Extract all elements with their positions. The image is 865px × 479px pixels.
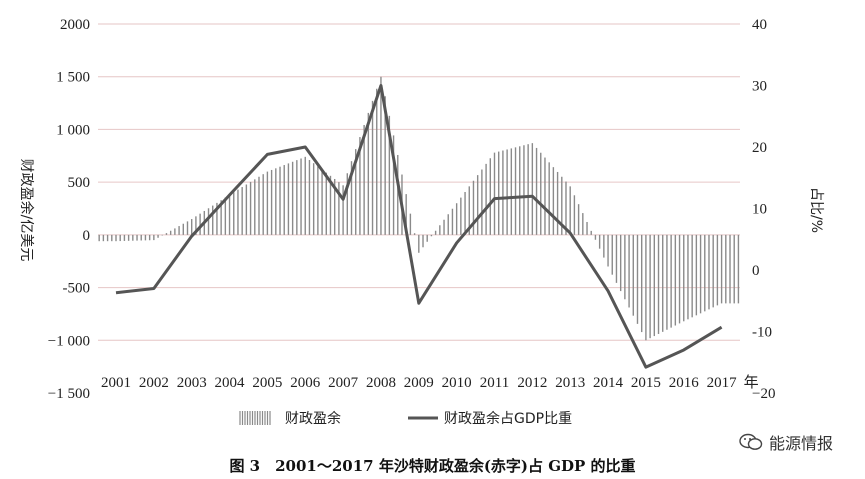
left-tick-label: -500: [63, 281, 91, 297]
bar-2016: [666, 234, 702, 330]
watermark-text: 能源情报: [768, 434, 833, 453]
legend-bar-swatch: [239, 411, 271, 425]
x-tick-label: 2009: [404, 375, 434, 391]
right-tick-label: 30: [752, 79, 767, 95]
x-tick-label: 2007: [328, 375, 359, 391]
left-axis-label: 财政盈余/亿美元: [18, 159, 35, 262]
right-tick-label: 40: [752, 17, 767, 33]
bar-2014: [590, 230, 626, 300]
bar-2006: [287, 156, 323, 235]
right-axis-label: 占比/%: [808, 187, 824, 233]
right-tick-label: 10: [752, 202, 767, 218]
x-tick-label: 2012: [517, 375, 547, 391]
wechat-icon: [739, 433, 763, 450]
line-path: [115, 84, 723, 369]
bar-series: [98, 76, 740, 341]
bar-2012: [514, 143, 550, 235]
x-tick-label: 2008: [366, 375, 396, 391]
bar-2004: [212, 184, 248, 235]
bar-2001: [98, 234, 134, 242]
left-tick-label: 1 000: [56, 122, 90, 138]
x-tick-label: 2004: [215, 375, 246, 391]
x-tick-label: 2013: [555, 375, 585, 391]
bar-2005: [249, 165, 285, 235]
left-tick-label: 500: [68, 175, 91, 191]
right-tick-label: −20: [752, 386, 775, 402]
x-tick-label: 2006: [290, 375, 321, 391]
x-tick-label: 2011: [480, 375, 509, 391]
x-axis-ticks: 2001 2002 2003 2004 2005 2006 2007 2008 2009 2010…: [101, 374, 759, 391]
right-tick-label: 0: [752, 263, 760, 279]
bar-2015: [628, 234, 664, 341]
bar-2010: [439, 180, 475, 235]
bar-2017: [704, 234, 740, 312]
x-tick-label: 2002: [139, 375, 169, 391]
line-series: [115, 84, 723, 369]
watermark: 能源情报: [739, 430, 833, 454]
bar-2011: [476, 148, 513, 235]
right-tick-label: -10: [752, 325, 772, 341]
gridlines: [98, 23, 740, 341]
x-axis-suffix: 年: [744, 374, 759, 391]
bar-2013: [552, 167, 588, 235]
chart: 2000 1 500 1 000 500 0 -500 −1 000 −1 500 40 30 2…: [18, 17, 824, 427]
x-tick-label: 2017: [707, 375, 738, 391]
bar-2002: [136, 230, 172, 241]
x-tick-label: 2014: [593, 375, 624, 391]
legend-line-label: 财政盈余占GDP比重: [444, 410, 572, 427]
left-tick-label: −1 000: [48, 333, 90, 349]
figure-caption: 图 3 2001～2017 年沙特财政盈余(赤字)占 GDP 的比重: [229, 457, 636, 475]
right-tick-label: 20: [752, 140, 767, 156]
left-tick-label: 1 500: [56, 70, 90, 86]
legend-bar-label: 财政盈余: [285, 410, 341, 427]
x-tick-label: 2010: [442, 375, 472, 391]
left-tick-label: 2000: [60, 17, 90, 33]
legend: 财政盈余 财政盈余占GDP比重: [239, 410, 572, 427]
x-tick-label: 2016: [669, 375, 700, 391]
x-tick-label: 2001: [101, 375, 131, 391]
left-tick-label: −1 500: [48, 386, 90, 402]
x-tick-label: 2005: [252, 375, 282, 391]
bar-2009: [401, 174, 437, 253]
x-tick-label: 2003: [177, 375, 207, 391]
x-tick-label: 2015: [631, 375, 661, 391]
left-axis-ticks: 2000 1 500 1 000 500 0 -500 −1 000 −1 500: [48, 17, 90, 402]
right-axis-ticks: 40 30 20 10 0 -10 −20: [752, 17, 775, 402]
bar-2007: [325, 137, 361, 235]
left-tick-label: 0: [83, 228, 91, 244]
